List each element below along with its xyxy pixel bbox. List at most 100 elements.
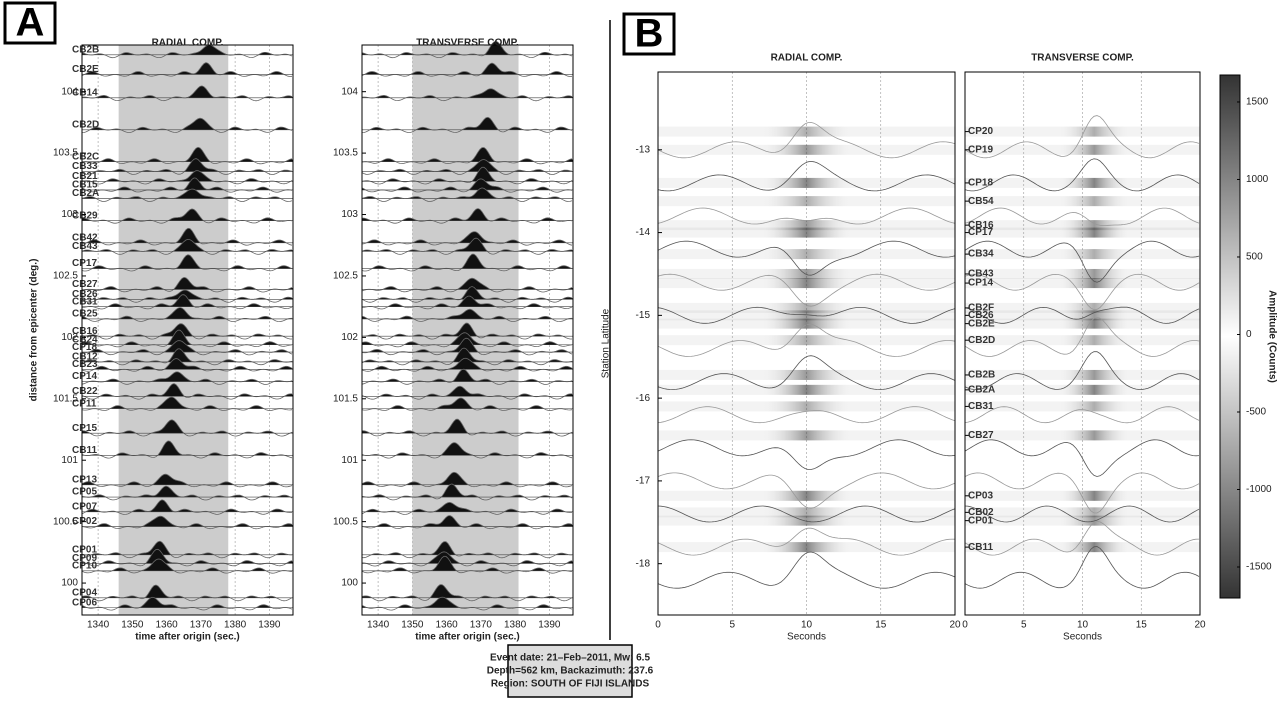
waveform-fill xyxy=(362,286,573,300)
heat-band xyxy=(761,384,852,395)
station-label: CP14 xyxy=(72,371,97,382)
heat-row xyxy=(658,542,955,553)
waveform xyxy=(361,116,573,133)
station-label: CB27 xyxy=(968,430,994,441)
colorbar-tick-label: 0 xyxy=(1246,329,1252,340)
heat-band xyxy=(1059,268,1130,279)
station-label: CP20 xyxy=(968,126,993,137)
station-label: CB42 xyxy=(72,232,98,243)
heat-row xyxy=(658,507,955,518)
waveform-fill xyxy=(82,158,293,172)
station-label: CP04 xyxy=(72,587,97,598)
heat-row xyxy=(965,369,1200,380)
heat-band xyxy=(761,220,852,231)
trace-curve xyxy=(964,273,1200,311)
x-axis-label: time after origin (sec.) xyxy=(415,632,519,643)
panel-label: B xyxy=(635,12,664,56)
waveform xyxy=(81,170,293,185)
station-label: CP15 xyxy=(72,423,97,434)
heat-band xyxy=(761,302,852,313)
station-label: CB15 xyxy=(72,180,98,191)
waveform xyxy=(361,295,573,310)
waveform-fill xyxy=(362,515,573,527)
heat-row xyxy=(658,515,955,526)
heat-row xyxy=(965,220,1200,231)
station-label: CB31 xyxy=(72,296,98,307)
waveform xyxy=(362,322,572,340)
trace-curve xyxy=(657,323,956,357)
heat-row xyxy=(965,542,1200,553)
station-label: CB2C xyxy=(72,151,99,162)
waveform xyxy=(81,348,293,366)
waveform xyxy=(361,471,573,488)
y-tick-label: -18 xyxy=(636,558,651,569)
waveform xyxy=(81,515,293,530)
heat-band xyxy=(1059,249,1130,260)
x-tick-label: 10 xyxy=(801,620,813,631)
station-label: CB11 xyxy=(968,542,993,553)
waveform xyxy=(361,332,573,348)
y-tick-label: 103 xyxy=(341,209,358,220)
heat-row xyxy=(965,177,1200,188)
waveform xyxy=(81,85,293,102)
trace-curve xyxy=(657,527,956,556)
waveform xyxy=(361,515,573,530)
station-label: CB2D xyxy=(72,119,99,130)
chart-title: TRANSVERSE COMP. xyxy=(416,38,519,49)
station-label: CP10 xyxy=(72,560,97,571)
waveform xyxy=(81,558,293,574)
waveform xyxy=(361,555,573,574)
heat-row xyxy=(658,278,955,289)
heat-band xyxy=(1059,310,1130,321)
trace-curve xyxy=(964,115,1200,159)
heat-band xyxy=(761,335,852,346)
waveform-fill xyxy=(82,371,293,382)
waveform-fill xyxy=(82,228,293,243)
y-tick-label: 102.5 xyxy=(333,271,358,282)
station-label: CB12 xyxy=(72,352,98,363)
heat-row xyxy=(658,144,955,155)
waveform xyxy=(81,146,293,165)
heat-band xyxy=(761,177,852,188)
x-tick-label: 5 xyxy=(729,620,735,631)
x-tick-label: 15 xyxy=(875,620,887,631)
colorbar-tick-label: -1500 xyxy=(1246,562,1272,573)
station-label: CB25 xyxy=(72,309,98,320)
trace-curve xyxy=(964,472,1200,514)
heat-row xyxy=(965,384,1200,395)
waveform xyxy=(362,208,573,224)
heat-row xyxy=(965,249,1200,260)
heat-row xyxy=(658,430,955,441)
y-tick-label: -13 xyxy=(636,144,651,155)
heat-row xyxy=(965,268,1200,279)
station-label: CB14 xyxy=(72,87,98,98)
trace-curve xyxy=(657,273,956,307)
station-label: CB24 xyxy=(72,334,98,345)
heat-band xyxy=(1059,335,1130,346)
waveform xyxy=(361,541,572,559)
heat-band xyxy=(761,542,852,553)
colorbar-tick-label: 500 xyxy=(1246,252,1263,263)
station-label: CB2B xyxy=(968,370,995,381)
trace-curve xyxy=(964,505,1200,523)
x-tick-label: 15 xyxy=(1136,620,1148,631)
waveform xyxy=(81,485,293,501)
waveform xyxy=(361,277,573,293)
waveform xyxy=(82,208,293,224)
heat-row xyxy=(965,302,1200,313)
colorbar-tick-label: 1500 xyxy=(1246,97,1269,108)
waveform-fill xyxy=(82,177,293,190)
station-label: CP17 xyxy=(72,258,97,269)
trace-curve xyxy=(657,472,956,509)
x-tick-label: 1380 xyxy=(504,620,527,631)
station-label: CB43 xyxy=(72,241,98,252)
heat-row xyxy=(658,196,955,207)
heat-row xyxy=(658,126,955,137)
y-tick-label: 103 xyxy=(61,209,78,220)
heat-band xyxy=(761,227,852,238)
heat-band xyxy=(1059,177,1130,188)
waveform xyxy=(361,584,573,602)
station-label: CB2D xyxy=(968,335,995,346)
trace-curve xyxy=(657,551,956,589)
